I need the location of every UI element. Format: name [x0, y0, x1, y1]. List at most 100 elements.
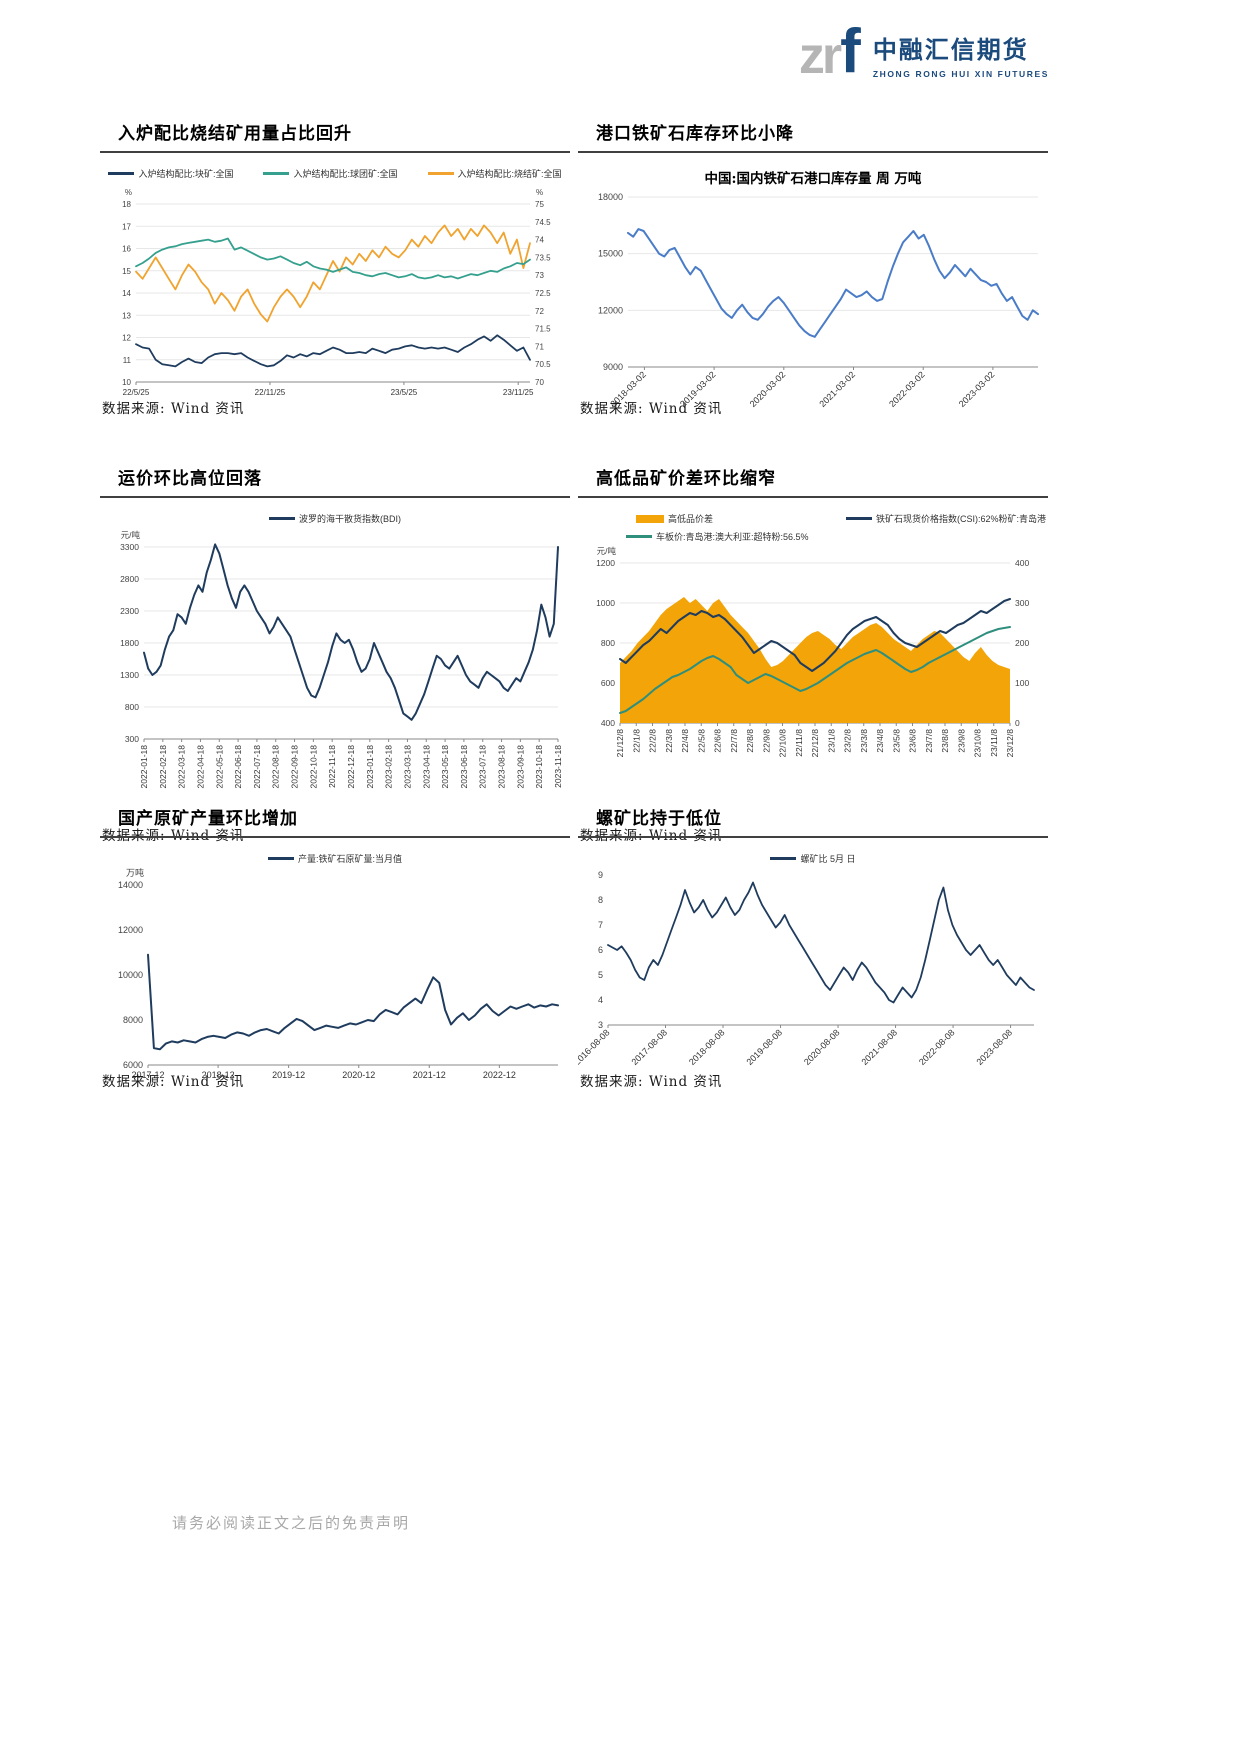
svg-text:16: 16: [122, 245, 131, 254]
svg-text:11: 11: [123, 356, 132, 365]
legend-label: 车板价:青岛港:澳大利亚:超特粉:56.5%: [656, 532, 809, 543]
svg-text:18: 18: [122, 200, 131, 209]
chart-canvas: 120010008006004004003002001000元/吨21/12/8…: [596, 546, 1029, 758]
legend-item: 波罗的海干散货指数(BDI): [269, 512, 401, 525]
svg-text:75: 75: [535, 200, 544, 209]
svg-text:22/9/8: 22/9/8: [761, 729, 771, 753]
chart-bdi: 波罗的海干散货指数(BDI) 3300 2800 2300 1800 1300 800 300…: [100, 512, 570, 818]
svg-text:70.5: 70.5: [535, 360, 551, 369]
svg-text:22/1/8: 22/1/8: [631, 729, 641, 753]
section-grade-spread: 高低品矿价差环比缩窄 高低品价差 铁矿石现货价格指数(CSI):62%粉矿:青岛港…: [578, 450, 1048, 844]
svg-text:22/4/8: 22/4/8: [680, 729, 690, 753]
legend-label: 入炉结构配比:球团矿:全国: [293, 169, 398, 180]
chart-canvas: 18 17 16 15 14 13 12 11 10 75 74.5 74 73.5 73 72.5 72 71…: [122, 188, 551, 397]
svg-text:2022-05-18: 2022-05-18: [214, 745, 224, 789]
svg-text:2022-04-18: 2022-04-18: [195, 745, 205, 789]
svg-text:5: 5: [598, 970, 603, 980]
svg-text:7: 7: [598, 920, 603, 930]
svg-text:2023-09-18: 2023-09-18: [515, 745, 525, 789]
svg-text:22/10/8: 22/10/8: [778, 729, 788, 758]
legend-label: 波罗的海干散货指数(BDI): [299, 514, 401, 525]
legend-label: 铁矿石现货价格指数(CSI):62%粉矿:青岛港: [875, 514, 1046, 525]
svg-text:72.5: 72.5: [535, 289, 551, 298]
svg-text:2020-12: 2020-12: [342, 1070, 375, 1080]
chart-canvas: 14000 12000 10000 8000 6000 万吨 2017-12 2018-12 2…: [118, 867, 559, 1080]
section-title: 高低品矿价差环比缩窄: [578, 464, 1048, 499]
svg-text:22/11/8: 22/11/8: [794, 729, 804, 757]
svg-text:2020-08-08: 2020-08-08: [802, 1028, 842, 1068]
svg-text:2023-10-18: 2023-10-18: [534, 745, 544, 789]
svg-text:23/1/8: 23/1/8: [826, 729, 836, 753]
svg-text:6: 6: [598, 945, 603, 955]
section-port-inventory: 港口铁矿石库存环比小降 中国:国内铁矿石港口库存量 周 万吨 18000 15000…: [578, 105, 1048, 417]
svg-text:2022-08-18: 2022-08-18: [271, 745, 281, 789]
svg-text:元/吨: 元/吨: [597, 546, 617, 556]
svg-text:2023-03-18: 2023-03-18: [402, 745, 412, 789]
svg-text:22/8/8: 22/8/8: [745, 729, 755, 753]
svg-text:2300: 2300: [120, 606, 139, 616]
svg-text:8: 8: [598, 895, 603, 905]
svg-text:9: 9: [598, 870, 603, 880]
svg-text:2019-08-08: 2019-08-08: [744, 1028, 784, 1068]
svg-text:2022-10-18: 2022-10-18: [308, 745, 318, 789]
svg-text:71.5: 71.5: [535, 325, 551, 334]
svg-text:%: %: [125, 188, 132, 197]
svg-text:1000: 1000: [596, 598, 615, 608]
logo-company-name-en: ZHONG RONG HUI XIN FUTURES: [872, 69, 1049, 79]
svg-text:1300: 1300: [120, 670, 139, 680]
svg-text:2022-07-18: 2022-07-18: [252, 745, 262, 789]
svg-text:15000: 15000: [598, 249, 623, 259]
svg-text:2021-03-02: 2021-03-02: [817, 370, 857, 410]
legend-swatch: [263, 172, 290, 176]
svg-text:14000: 14000: [118, 880, 143, 890]
svg-text:23/5/25: 23/5/25: [391, 388, 418, 397]
logo-company-name: 中融汇信期货: [872, 37, 1029, 64]
svg-text:2800: 2800: [120, 574, 139, 584]
svg-text:4: 4: [598, 995, 603, 1005]
svg-text:23/11/25: 23/11/25: [503, 388, 534, 397]
svg-text:9000: 9000: [603, 362, 623, 372]
svg-text:2023-07-18: 2023-07-18: [478, 745, 488, 789]
svg-text:23/8/8: 23/8/8: [940, 729, 950, 753]
svg-text:23/10/8: 23/10/8: [973, 729, 983, 758]
svg-text:2022-11-18: 2022-11-18: [327, 745, 337, 788]
chart-port-inventory: 中国:国内铁矿石港口库存量 周 万吨 18000 15000 12000 9000 201…: [578, 167, 1048, 432]
svg-text:2022-01-18: 2022-01-18: [139, 745, 149, 789]
data-source: 数据来源: Wind 资讯: [102, 1074, 245, 1090]
svg-text:2022-02-18: 2022-02-18: [158, 745, 168, 789]
svg-text:22/12/8: 22/12/8: [810, 729, 820, 758]
chart-legend: 入炉结构配比:块矿:全国 入炉结构配比:球团矿:全国 入炉结构配比:烧结矿:全国: [100, 167, 570, 180]
legend-swatch: [269, 517, 295, 521]
svg-text:2019-12: 2019-12: [272, 1070, 305, 1080]
svg-text:14: 14: [122, 289, 131, 298]
section-title: 港口铁矿石库存环比小降: [578, 119, 1048, 154]
legend-swatch: [267, 857, 294, 861]
svg-text:22/2/8: 22/2/8: [648, 729, 658, 753]
svg-text:70: 70: [535, 378, 544, 387]
svg-text:10000: 10000: [118, 970, 143, 980]
svg-text:200: 200: [1015, 638, 1029, 648]
svg-text:2022-06-18: 2022-06-18: [233, 745, 243, 789]
svg-text:2023-04-18: 2023-04-18: [421, 745, 431, 789]
legend-label: 螺矿比 5月 日: [800, 854, 856, 865]
svg-text:10: 10: [122, 378, 131, 387]
svg-text:2018-08-08: 2018-08-08: [687, 1028, 727, 1068]
logo-zrf-mark: zr f: [798, 17, 861, 86]
legend-item: 入炉结构配比:烧结矿:全国: [427, 167, 562, 180]
legend-item: 高低品价差: [636, 512, 713, 525]
svg-text:2020-03-02: 2020-03-02: [748, 370, 788, 410]
svg-text:800: 800: [601, 638, 615, 648]
svg-text:73: 73: [535, 271, 544, 280]
svg-text:%: %: [536, 188, 543, 197]
chart-legend: 产量:铁矿石原矿量:当月值: [100, 852, 570, 865]
legend-item: 入炉结构配比:块矿:全国: [108, 167, 233, 180]
svg-text:3: 3: [598, 1020, 603, 1030]
legend-swatch: [427, 172, 454, 176]
svg-text:18000: 18000: [598, 192, 623, 202]
svg-text:72: 72: [535, 307, 544, 316]
svg-text:2016-08-08: 2016-08-08: [578, 1028, 612, 1068]
svg-text:0: 0: [1015, 718, 1020, 728]
svg-text:23/7/8: 23/7/8: [924, 729, 934, 753]
svg-text:74: 74: [535, 236, 544, 245]
